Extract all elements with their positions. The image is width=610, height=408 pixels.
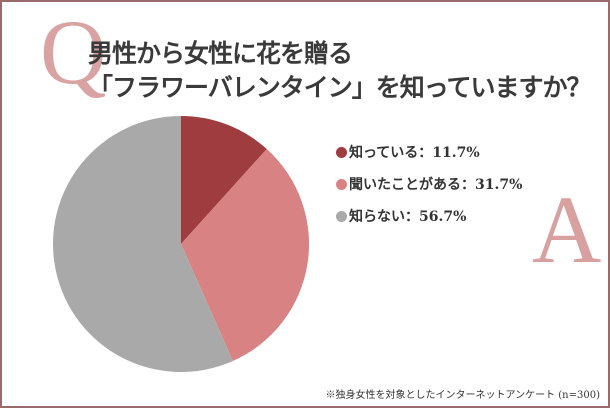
footnote: ※独身女性を対象としたインターネットアンケート (n=300) <box>325 390 601 401</box>
legend-item-heard: 聞いたことがある：31.7% <box>336 174 522 194</box>
pie-slice-1 <box>181 116 267 244</box>
title-line-2: 「フラワーバレンタイン」を知っていますか？ <box>88 73 592 102</box>
legend-dot <box>336 146 347 158</box>
legend-item-known: 知っている：11.7% <box>336 142 480 162</box>
legend-label: 知っている：11.7% <box>349 145 480 161</box>
legend-label: 知らない：56.7% <box>349 209 467 225</box>
legend-dot <box>336 210 347 222</box>
legend-item-unknown: 知らない：56.7% <box>336 206 466 226</box>
legend-label: 聞いたことがある：31.7% <box>349 177 523 193</box>
a-logo: A <box>532 176 602 283</box>
pie-slice-3 <box>53 116 233 372</box>
q-logo: Q <box>40 1 107 103</box>
pie-slice-2 <box>181 148 310 362</box>
title-line-1: 男性から女性に花を贈る <box>88 39 353 68</box>
legend-dot <box>336 178 347 190</box>
